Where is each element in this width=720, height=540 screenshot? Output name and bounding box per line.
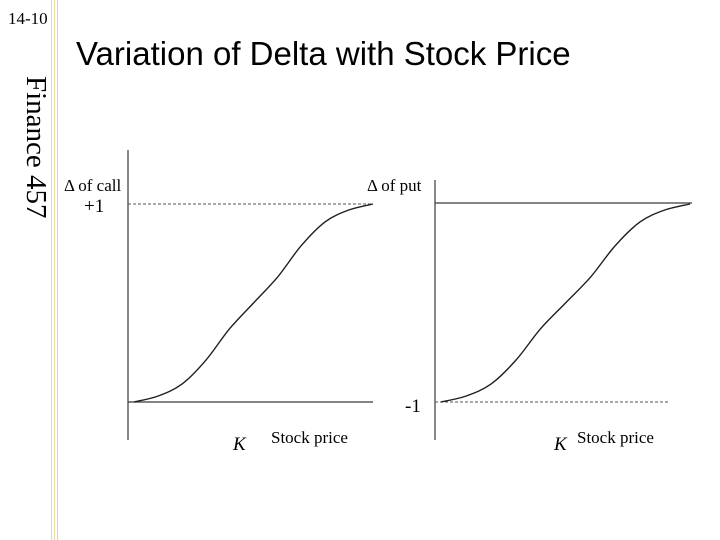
call-y-axis-label: Δ of call [64, 176, 121, 195]
call-delta-curve [133, 203, 374, 403]
put-minus-one-label: -1 [405, 396, 421, 417]
side-rule [57, 0, 58, 540]
call-delta-chart: Δ of call +1 K Stock price [64, 150, 374, 455]
put-delta-curve [440, 203, 691, 403]
side-rule [51, 0, 52, 540]
call-x-axis-label: Stock price [271, 428, 348, 447]
put-strike-label: K [553, 434, 568, 455]
call-strike-label: K [232, 434, 247, 455]
put-y-axis-label: Δ of put [367, 176, 422, 195]
side-rule [54, 0, 55, 540]
put-x-axis-label: Stock price [577, 428, 654, 447]
call-plus-one-label: +1 [84, 196, 104, 217]
slide-number: 14-10 [8, 9, 48, 28]
put-delta-chart: Δ of put -1 K Stock price [367, 176, 692, 455]
slide-title: Variation of Delta with Stock Price [76, 35, 571, 72]
